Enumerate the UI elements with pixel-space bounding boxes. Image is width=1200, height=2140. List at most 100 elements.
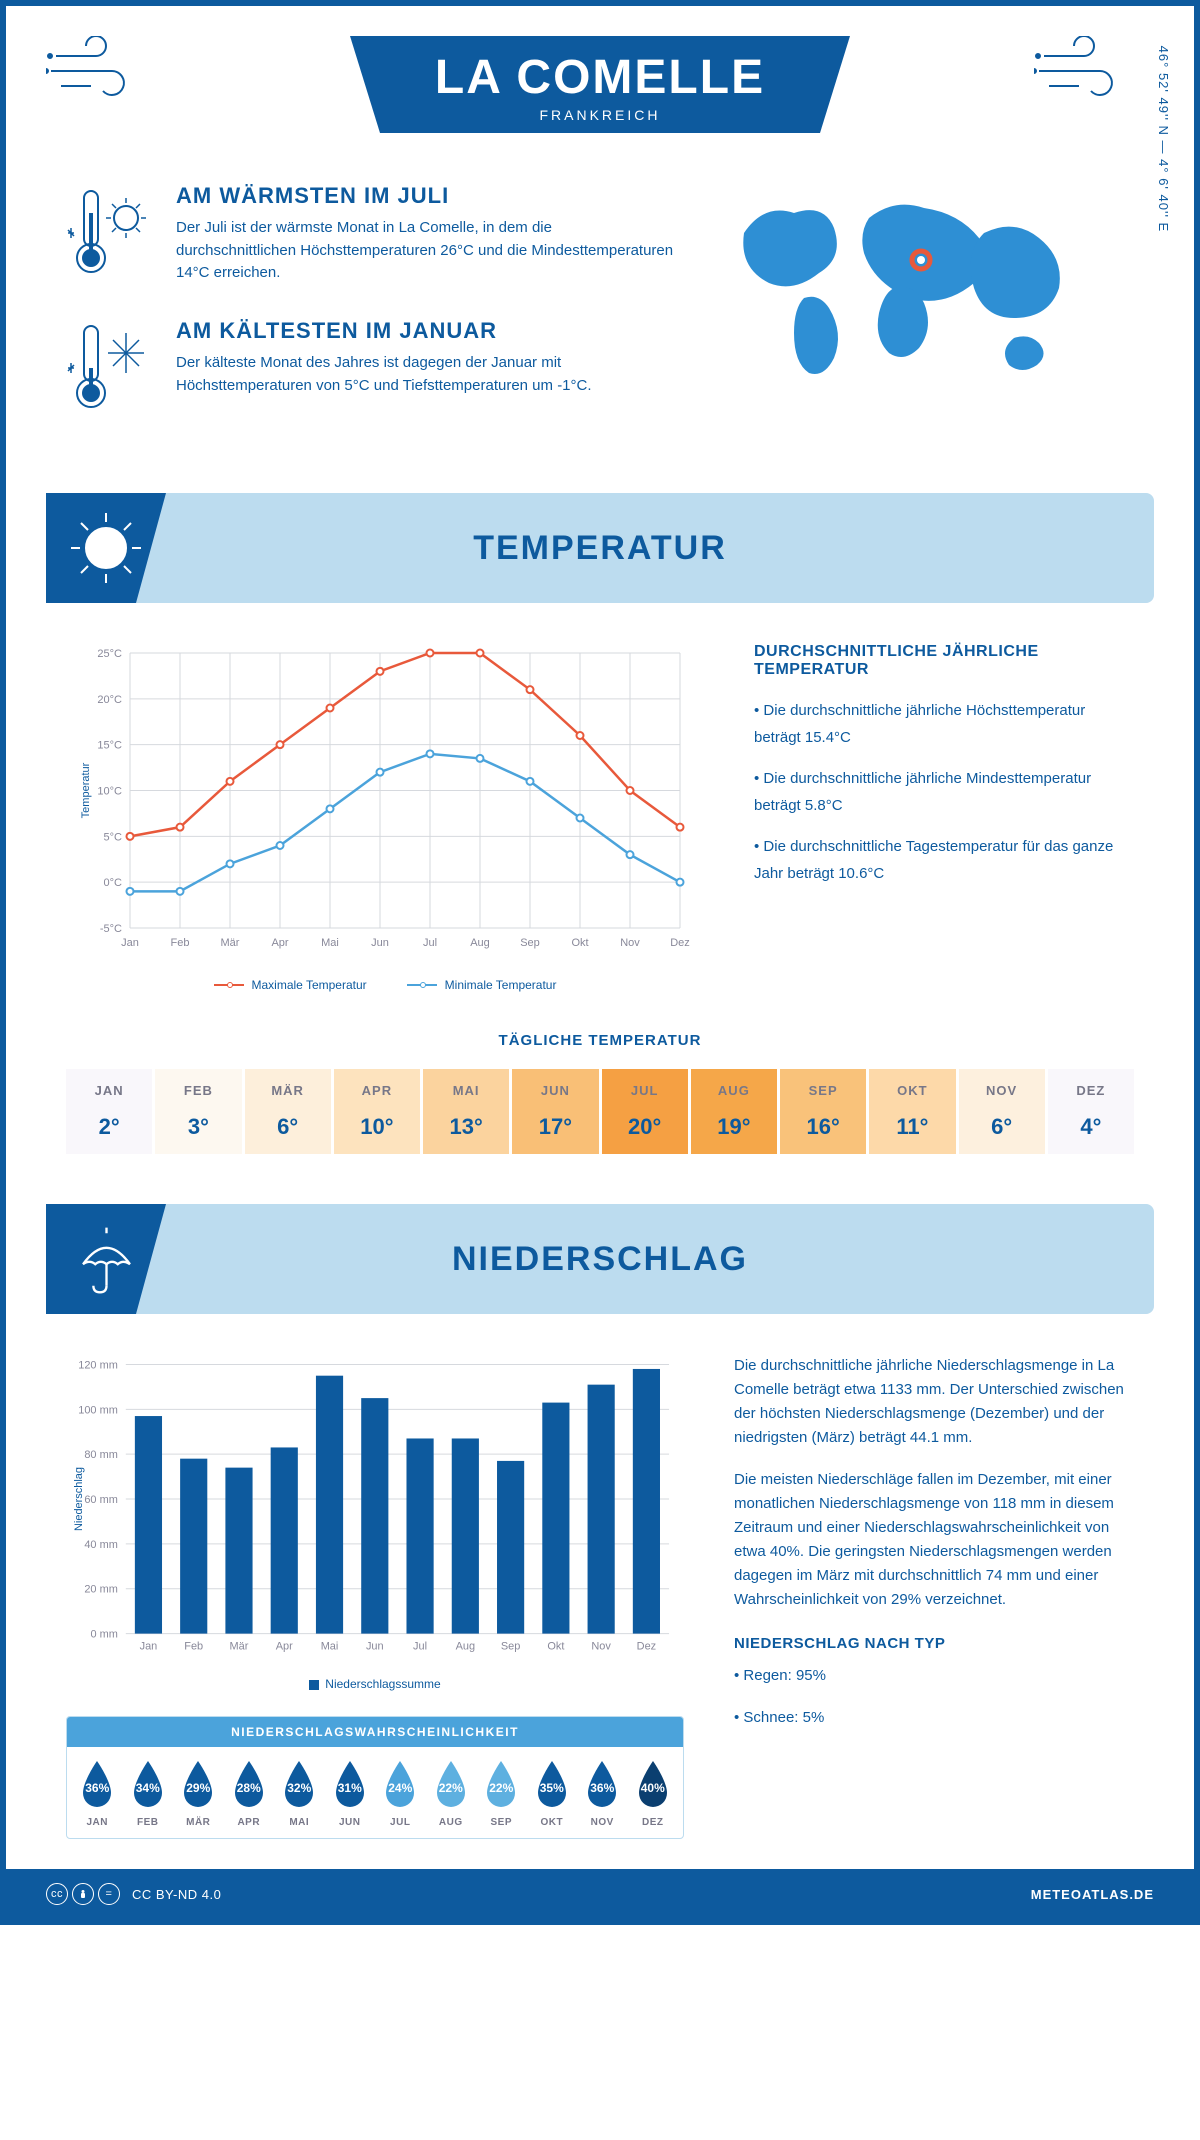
temp-cell-value: 13°	[427, 1114, 505, 1140]
raindrop-icon: 32%	[278, 1759, 320, 1811]
precipitation-title: NIEDERSCHLAG	[452, 1240, 748, 1279]
temp-cell-value: 3°	[159, 1114, 237, 1140]
cc-icons: cc =	[46, 1883, 120, 1905]
prob-month: FEB	[124, 1817, 173, 1828]
precip-type-item: • Schnee: 5%	[734, 1706, 1134, 1730]
prob-cell: 32% MAI	[275, 1759, 324, 1828]
prob-month: MAI	[275, 1817, 324, 1828]
title-banner: LA COMELLE FRANKREICH	[350, 36, 850, 133]
coldest-title: AM KÄLTESTEN IM JANUAR	[176, 318, 674, 344]
prob-percent: 24%	[388, 1781, 412, 1795]
svg-text:Mär: Mär	[230, 1641, 249, 1653]
svg-text:60 mm: 60 mm	[84, 1494, 117, 1506]
summary-bullet: • Die durchschnittliche jährliche Mindes…	[754, 765, 1134, 819]
temp-cell-value: 4°	[1052, 1114, 1130, 1140]
location-title: LA COMELLE	[430, 50, 770, 105]
temp-cell-month: DEZ	[1052, 1083, 1130, 1098]
prob-cell: 36% NOV	[578, 1759, 627, 1828]
raindrop-icon: 35%	[531, 1759, 573, 1811]
svg-text:Jun: Jun	[371, 937, 389, 949]
raindrop-icon: 31%	[329, 1759, 371, 1811]
temp-cell-value: 2°	[70, 1114, 148, 1140]
prob-percent: 36%	[590, 1781, 614, 1795]
svg-text:Nov: Nov	[620, 937, 640, 949]
svg-text:120 mm: 120 mm	[78, 1359, 118, 1371]
temp-cell-value: 11°	[873, 1114, 951, 1140]
precip-type-title: NIEDERSCHLAG NACH TYP	[734, 1632, 1134, 1656]
svg-text:Dez: Dez	[670, 937, 690, 949]
svg-text:Jul: Jul	[423, 937, 437, 949]
raindrop-icon: 29%	[177, 1759, 219, 1811]
temp-cell-value: 20°	[606, 1114, 684, 1140]
warmest-text: Der Juli ist der wärmste Monat in La Com…	[176, 217, 674, 285]
warmest-title: AM WÄRMSTEN IM JULI	[176, 183, 674, 209]
world-map: 46° 52' 49'' N — 4° 6' 40'' E	[714, 183, 1134, 453]
svg-text:Jan: Jan	[140, 1641, 158, 1653]
temp-cell-value: 10°	[338, 1114, 416, 1140]
prob-month: SEP	[477, 1817, 526, 1828]
prob-cell: 22% AUG	[427, 1759, 476, 1828]
prob-percent: 31%	[338, 1781, 362, 1795]
svg-text:Jan: Jan	[121, 937, 139, 949]
temperature-title: TEMPERATUR	[473, 529, 727, 568]
temp-cell: JUN17°	[512, 1069, 598, 1154]
prob-cell: 31% JUN	[326, 1759, 375, 1828]
svg-text:0 mm: 0 mm	[90, 1629, 117, 1641]
raindrop-icon: 24%	[379, 1759, 421, 1811]
temp-cell-month: MAI	[427, 1083, 505, 1098]
coldest-block: AM KÄLTESTEN IM JANUAR Der kälteste Mona…	[66, 318, 674, 423]
prob-cell: 29% MÄR	[174, 1759, 223, 1828]
svg-text:100 mm: 100 mm	[78, 1404, 118, 1416]
precipitation-probability-box: NIEDERSCHLAGSWAHRSCHEINLICHKEIT 36% JAN …	[66, 1716, 684, 1839]
wind-icon	[1034, 36, 1154, 111]
temp-cell-month: FEB	[159, 1083, 237, 1098]
thermometer-hot-icon	[66, 183, 156, 288]
chart-legend: Maximale Temperatur Minimale Temperatur	[66, 978, 704, 992]
temp-cell-value: 17°	[516, 1114, 594, 1140]
prob-month: DEZ	[629, 1817, 678, 1828]
temp-cell: APR 10°	[334, 1069, 420, 1154]
svg-text:-5°C: -5°C	[100, 923, 122, 935]
temp-cell-month: JUL	[606, 1083, 684, 1098]
page-footer: cc = CC BY-ND 4.0 METEOATLAS.DE	[6, 1869, 1194, 1919]
svg-text:Niederschlag: Niederschlag	[73, 1467, 85, 1531]
prob-percent: 29%	[186, 1781, 210, 1795]
prob-cell: 40% DEZ	[629, 1759, 678, 1828]
wind-icon	[46, 36, 166, 111]
precipitation-bar-chart: 0 mm20 mm40 mm60 mm80 mm100 mm120 mmJanF…	[66, 1354, 684, 1691]
cc-icon: cc	[46, 1883, 68, 1905]
svg-text:25°C: 25°C	[97, 648, 122, 660]
raindrop-icon: 36%	[76, 1759, 118, 1811]
prob-cell: 35% OKT	[528, 1759, 577, 1828]
prob-percent: 36%	[85, 1781, 109, 1795]
prob-percent: 22%	[439, 1781, 463, 1795]
temp-cell-value: 6°	[249, 1114, 327, 1140]
temp-cell: FEB 3°	[155, 1069, 241, 1154]
raindrop-icon: 40%	[632, 1759, 674, 1811]
svg-text:Apr: Apr	[276, 1641, 293, 1653]
precipitation-text: Die durchschnittliche jährliche Niedersc…	[734, 1354, 1134, 1839]
prob-cell: 36% JAN	[73, 1759, 122, 1828]
prob-cell: 24% JUL	[376, 1759, 425, 1828]
prob-title: NIEDERSCHLAGSWAHRSCHEINLICHKEIT	[67, 1717, 683, 1747]
svg-text:Sep: Sep	[501, 1641, 521, 1653]
coordinates: 46° 52' 49'' N — 4° 6' 40'' E	[1157, 46, 1172, 233]
svg-text:Jul: Jul	[413, 1641, 427, 1653]
temp-cell: MÄR6°	[245, 1069, 331, 1154]
prob-month: OKT	[528, 1817, 577, 1828]
temp-cell-month: AUG	[695, 1083, 773, 1098]
temp-cell-value: 6°	[963, 1114, 1041, 1140]
svg-text:Temperatur: Temperatur	[80, 762, 92, 818]
temp-cell-month: APR	[338, 1083, 416, 1098]
temp-cell: AUG 19°	[691, 1069, 777, 1154]
warmest-block: AM WÄRMSTEN IM JULI Der Juli ist der wär…	[66, 183, 674, 288]
legend-min-label: Minimale Temperatur	[445, 978, 557, 992]
raindrop-icon: 36%	[581, 1759, 623, 1811]
svg-text:0°C: 0°C	[104, 877, 123, 889]
prob-month: AUG	[427, 1817, 476, 1828]
temp-cell: JUL 20°	[602, 1069, 688, 1154]
coldest-text: Der kälteste Monat des Jahres ist dagege…	[176, 352, 674, 397]
temp-cell-value: 19°	[695, 1114, 773, 1140]
prob-month: JAN	[73, 1817, 122, 1828]
svg-text:Apr: Apr	[271, 937, 288, 949]
